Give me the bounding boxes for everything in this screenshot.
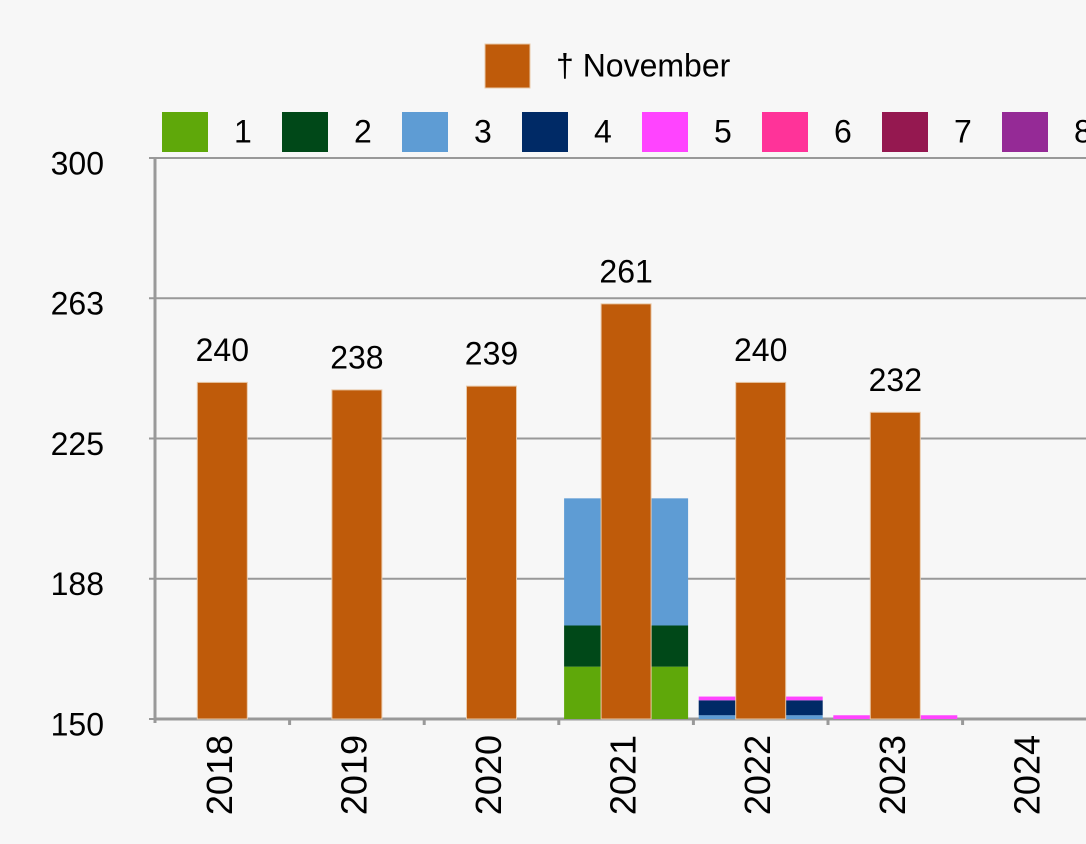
data-label: 232	[869, 362, 922, 398]
x-tick-label: 2019	[333, 735, 374, 815]
y-tick-label: 225	[51, 426, 104, 462]
y-tick-label: 188	[51, 566, 104, 602]
bar	[600, 303, 652, 720]
x-tick-label: 2022	[737, 735, 778, 815]
data-label: 240	[196, 332, 249, 368]
bar	[869, 411, 921, 720]
legend-label: † November	[556, 47, 731, 83]
legend-label: 5	[714, 113, 732, 149]
bar	[196, 381, 248, 720]
legend-label: 3	[474, 113, 492, 149]
legend-label: 7	[954, 113, 972, 149]
data-label: 261	[599, 253, 652, 289]
bar	[735, 381, 787, 720]
bar	[331, 389, 383, 720]
bar	[466, 385, 517, 720]
data-label: 240	[734, 332, 787, 368]
legend-swatch	[162, 112, 208, 152]
y-tick-label: 300	[51, 145, 104, 181]
legend-swatch	[762, 112, 808, 152]
legend-swatch	[484, 43, 531, 89]
legend-swatch	[642, 112, 688, 152]
legend-label: 6	[834, 113, 852, 149]
legend-swatch	[1002, 112, 1048, 152]
x-tick-label: 2024	[1006, 735, 1047, 815]
legend-swatch	[402, 112, 448, 152]
legend-swatch	[522, 112, 568, 152]
x-tick-label: 2023	[872, 735, 913, 815]
y-tick-label: 150	[51, 706, 104, 742]
legend-label: 1	[234, 113, 252, 149]
legend-swatch	[282, 112, 328, 152]
legend-label: 4	[594, 113, 612, 149]
data-label: 239	[465, 336, 518, 372]
legend-label: 8	[1074, 113, 1086, 149]
legend-label: 2	[354, 113, 372, 149]
y-tick-label: 263	[51, 286, 104, 322]
x-tick-label: 2021	[603, 735, 644, 815]
data-label: 238	[330, 339, 383, 375]
x-tick-label: 2018	[199, 735, 240, 815]
x-tick-label: 2020	[468, 735, 509, 815]
legend-swatch	[882, 112, 928, 152]
